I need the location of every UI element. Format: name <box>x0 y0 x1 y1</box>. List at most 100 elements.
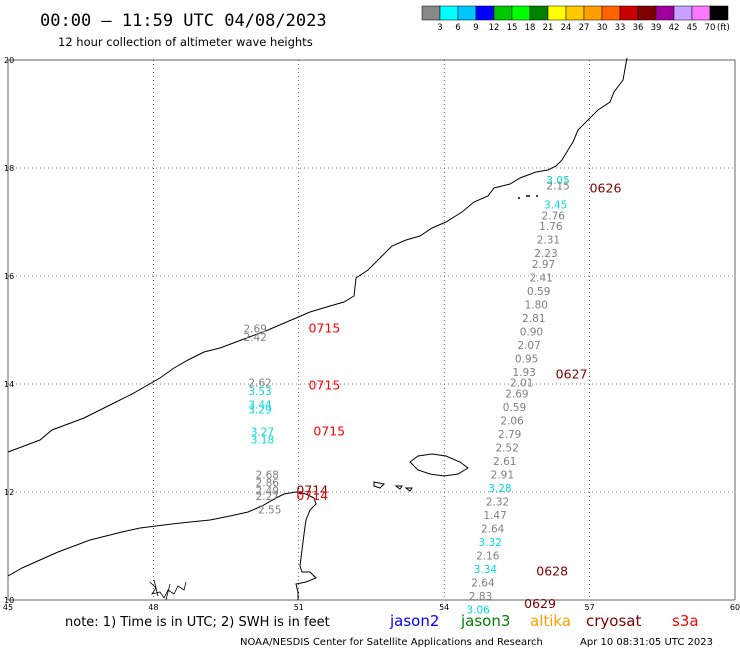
wave-height-value: 0.90 <box>520 326 543 338</box>
color-scale-label: 45 <box>687 23 698 33</box>
wave-height-value: 3.32 <box>479 537 502 549</box>
color-swatch <box>421 5 441 21</box>
wave-height-value: 2.91 <box>491 470 514 482</box>
legend-s3a: s3a <box>672 612 699 630</box>
wave-height-value: 1.47 <box>483 510 506 522</box>
wave-height-value: 2.01 <box>510 378 533 390</box>
color-scale-label: 21 <box>543 23 554 33</box>
wave-height-value: 3.34 <box>474 564 498 576</box>
longitude-tick: 57 <box>585 603 595 612</box>
latitude-tick: 10 <box>4 596 14 605</box>
pass-time-label: 0714 <box>296 483 328 498</box>
generated-timestamp: Apr 10 08:31:05 UTC 2023 <box>580 637 713 648</box>
wave-height-value: 2.31 <box>537 235 560 247</box>
wave-height-value: 2.68 <box>256 470 279 482</box>
wave-height-value: 2.83 <box>469 591 492 603</box>
plot-frame <box>7 59 736 601</box>
color-swatch <box>709 5 729 21</box>
latitude-tick: 18 <box>4 164 14 173</box>
wave-height-value: 2.69 <box>505 389 528 401</box>
color-scale-label: 27 <box>579 23 590 33</box>
pass-time-label: 0629 <box>524 596 556 611</box>
color-scale-label: 3 <box>437 23 442 33</box>
wave-height-value: 2.61 <box>493 456 516 468</box>
color-scale-label: 18 <box>525 23 536 33</box>
wave-height-value: 3.28 <box>488 483 511 495</box>
small-island-2 <box>394 485 403 490</box>
latitude-tick: 12 <box>4 488 14 497</box>
color-swatch <box>493 5 513 21</box>
wave-height-value: 2.79 <box>498 429 521 441</box>
wave-height-value: 2.81 <box>522 313 545 325</box>
color-swatch <box>457 5 477 21</box>
wave-height-value: 3.53 <box>248 386 271 398</box>
legend-altika: altika <box>530 612 571 630</box>
longitude-tick-labels: 45 48 51 54 57 60 <box>3 603 740 612</box>
longitude-tick: 54 <box>439 603 449 612</box>
latitude-tick: 20 <box>4 56 14 65</box>
pass-time-label: 0626 <box>590 180 622 195</box>
arabian-coastline <box>7 57 628 453</box>
color-swatch <box>439 5 459 21</box>
wave-height-value: 1.76 <box>539 221 563 233</box>
color-scale-bar <box>421 5 729 21</box>
pass-time-label: 0714 <box>296 488 328 503</box>
color-scale-label: 39 <box>651 23 662 33</box>
wave-height-value: 3.27 <box>251 426 274 438</box>
wave-height-value: 2.16 <box>476 551 500 563</box>
longitude-tick: 48 <box>148 603 158 612</box>
color-scale-label: 15 <box>507 23 518 33</box>
pass-time-label: 0715 <box>308 321 340 336</box>
satellite-legend: jason2 jason3 altika cryosat s3a <box>389 612 699 630</box>
wave-height-value: 1.80 <box>525 299 548 311</box>
wave-height-value: 2.42 <box>243 332 266 344</box>
color-scale-label: 9 <box>473 23 478 33</box>
wave-height-value: 2.06 <box>500 416 524 428</box>
wave-height-value: 3.44 <box>248 399 272 411</box>
color-swatch <box>619 5 639 21</box>
wave-height-values: 3.052.15 3.452.761.76 2.312.232.972.41 0.59… <box>243 175 569 616</box>
color-scale-label: 42 <box>669 23 680 33</box>
color-scale-label: 70 <box>705 23 716 33</box>
small-island-3 <box>404 487 413 492</box>
legend-cryosat: cryosat <box>586 612 641 630</box>
wave-height-value: 2.32 <box>486 497 509 509</box>
color-scale-label: 36 <box>633 23 644 33</box>
latitude-tick-labels: 20 18 16 14 12 10 <box>4 56 14 605</box>
wave-height-value: 0.59 <box>503 402 526 414</box>
wave-height-value: 2.27 <box>256 491 279 503</box>
color-swatch <box>655 5 675 21</box>
units-note: note: 1) Time is in UTC; 2) SWH is in fe… <box>65 615 330 630</box>
wave-height-value: 2.49 <box>256 486 279 498</box>
map-title: 00:00 – 11:59 UTC 04/08/2023 <box>40 11 327 31</box>
pass-time-label: 0715 <box>313 423 345 438</box>
wave-height-value: 2.52 <box>496 443 519 455</box>
color-swatch <box>511 5 531 21</box>
color-swatch <box>529 5 549 21</box>
wave-height-value: 3.18 <box>251 434 274 446</box>
color-swatch <box>565 5 585 21</box>
color-swatch <box>583 5 603 21</box>
wave-height-value: 3.05 <box>546 175 569 187</box>
socotra-island <box>409 453 469 477</box>
wave-height-value: 2.64 <box>481 524 505 536</box>
wave-height-value: 0.59 <box>527 286 550 298</box>
wave-height-value: 2.07 <box>517 340 540 352</box>
color-scale-label: 33 <box>615 23 626 33</box>
wave-height-value: 2.64 <box>471 578 495 590</box>
map-subtitle: 12 hour collection of altimeter wave hei… <box>58 35 313 49</box>
color-scale-label: 6 <box>455 23 460 33</box>
wave-height-value: 2.76 <box>542 210 566 222</box>
wave-height-value: 2.41 <box>529 272 552 284</box>
color-swatch <box>691 5 711 21</box>
legend-jason3: jason3 <box>460 612 510 630</box>
pass-time-label: 0627 <box>556 367 588 382</box>
wave-height-value: 2.15 <box>546 181 569 193</box>
wave-height-value: 0.95 <box>515 353 538 365</box>
latitude-tick: 14 <box>4 380 14 389</box>
color-scale-labels: 3 6 9 12 15 18 21 24 27 30 33 36 39 42 45 70 <box>437 23 715 33</box>
color-scale-unit: (ft) <box>717 23 730 33</box>
wave-height-value: 3.45 <box>544 200 567 212</box>
